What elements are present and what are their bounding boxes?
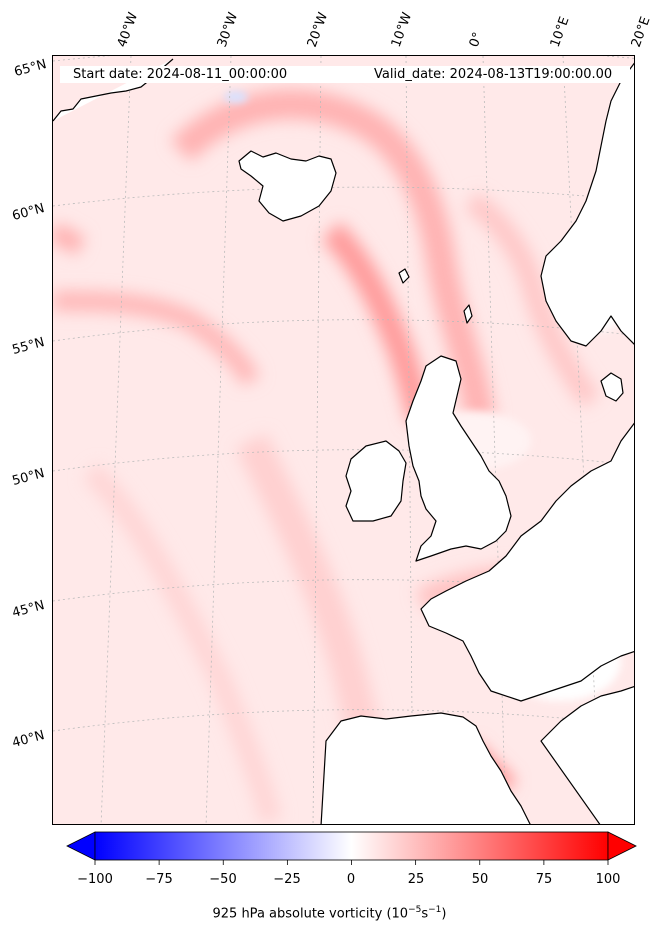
colorbar-gradient (94, 831, 609, 861)
colorbar-label-unit: s (421, 906, 429, 922)
colorbar-tick-label: −100 (77, 872, 113, 887)
colorbar-extend-min (66, 831, 96, 861)
colorbar-label: 925 hPa absolute vorticity (10−5s−1) (0, 905, 659, 921)
lat-label-65n: 65°N (12, 57, 49, 80)
lon-label-10w: 10°W (388, 10, 416, 50)
start-date-label: Start date: 2024-08-11_00:00:00 (73, 67, 288, 82)
colorbar-tick-label: 25 (407, 872, 425, 887)
vorticity-map (53, 56, 634, 824)
lon-label-30w: 30°W (214, 10, 242, 50)
parallel-60n (53, 186, 634, 207)
meridian-30w (205, 56, 232, 824)
colorbar-label-text: 925 hPa absolute vorticity (10 (212, 906, 409, 922)
lat-label-60n: 60°N (10, 201, 47, 224)
colorbar-label-exponent: −1 (428, 905, 442, 915)
faroe-islands (398, 268, 410, 284)
ireland (345, 440, 407, 522)
lon-label-20w: 20°W (304, 10, 332, 50)
lat-label-45n: 45°N (10, 598, 47, 621)
great-britain (405, 355, 512, 562)
vorticity-band-north (170, 89, 496, 424)
meridian-40w (100, 56, 132, 824)
colorbar (66, 831, 637, 865)
map-header-background (60, 66, 630, 83)
colorbar-tick-label: −25 (273, 872, 301, 887)
parallel-40n (53, 709, 634, 732)
colorbar-tick-marks (94, 860, 609, 865)
colorbar-tick-label: 75 (535, 872, 553, 887)
vorticity-band-atlantic (53, 291, 260, 386)
denmark (600, 372, 624, 402)
vorticity-band-norway (464, 191, 600, 408)
coastlines (53, 58, 634, 824)
iceland (238, 150, 337, 222)
valid-date-label: Valid_date: 2024-08-13T19:00:00.00 (374, 67, 613, 82)
meridian-20w (312, 56, 322, 824)
colorbar-tick-label: 100 (595, 872, 621, 887)
lon-label-20e: 20°E (628, 14, 654, 50)
vorticity-band-west (53, 222, 86, 255)
negative-vorticity-spot (224, 91, 248, 103)
colorbar-tick-label: −75 (145, 872, 173, 887)
vorticity-band-ocean (83, 463, 282, 824)
iberian-peninsula (320, 712, 531, 824)
parallel-50n (53, 449, 634, 472)
colorbar-label-close: ) (441, 906, 447, 922)
meridian-0 (482, 56, 507, 824)
colorbar-tick-label: 50 (471, 872, 489, 887)
colorbar-tick-label: −50 (209, 872, 237, 887)
lon-label-0: 0° (466, 30, 486, 50)
lat-label-50n: 50°N (10, 466, 47, 489)
lon-label-40w: 40°W (114, 10, 142, 50)
colorbar-label-exponent: −5 (408, 905, 422, 915)
shetland-islands (463, 304, 473, 324)
lat-label-40n: 40°N (10, 728, 47, 751)
parallel-55n (53, 319, 634, 342)
meridian-10e (562, 56, 602, 824)
lon-label-10e: 10°E (547, 14, 573, 50)
lat-label-55n: 55°N (10, 335, 47, 358)
mediterranean-coast (540, 686, 634, 824)
map-panel (52, 55, 635, 825)
colorbar-extend-max (607, 831, 637, 861)
colorbar-tick-label: 0 (346, 872, 356, 887)
continental-europe (420, 422, 634, 702)
graticule (53, 56, 634, 824)
norway-sweden (540, 62, 634, 347)
